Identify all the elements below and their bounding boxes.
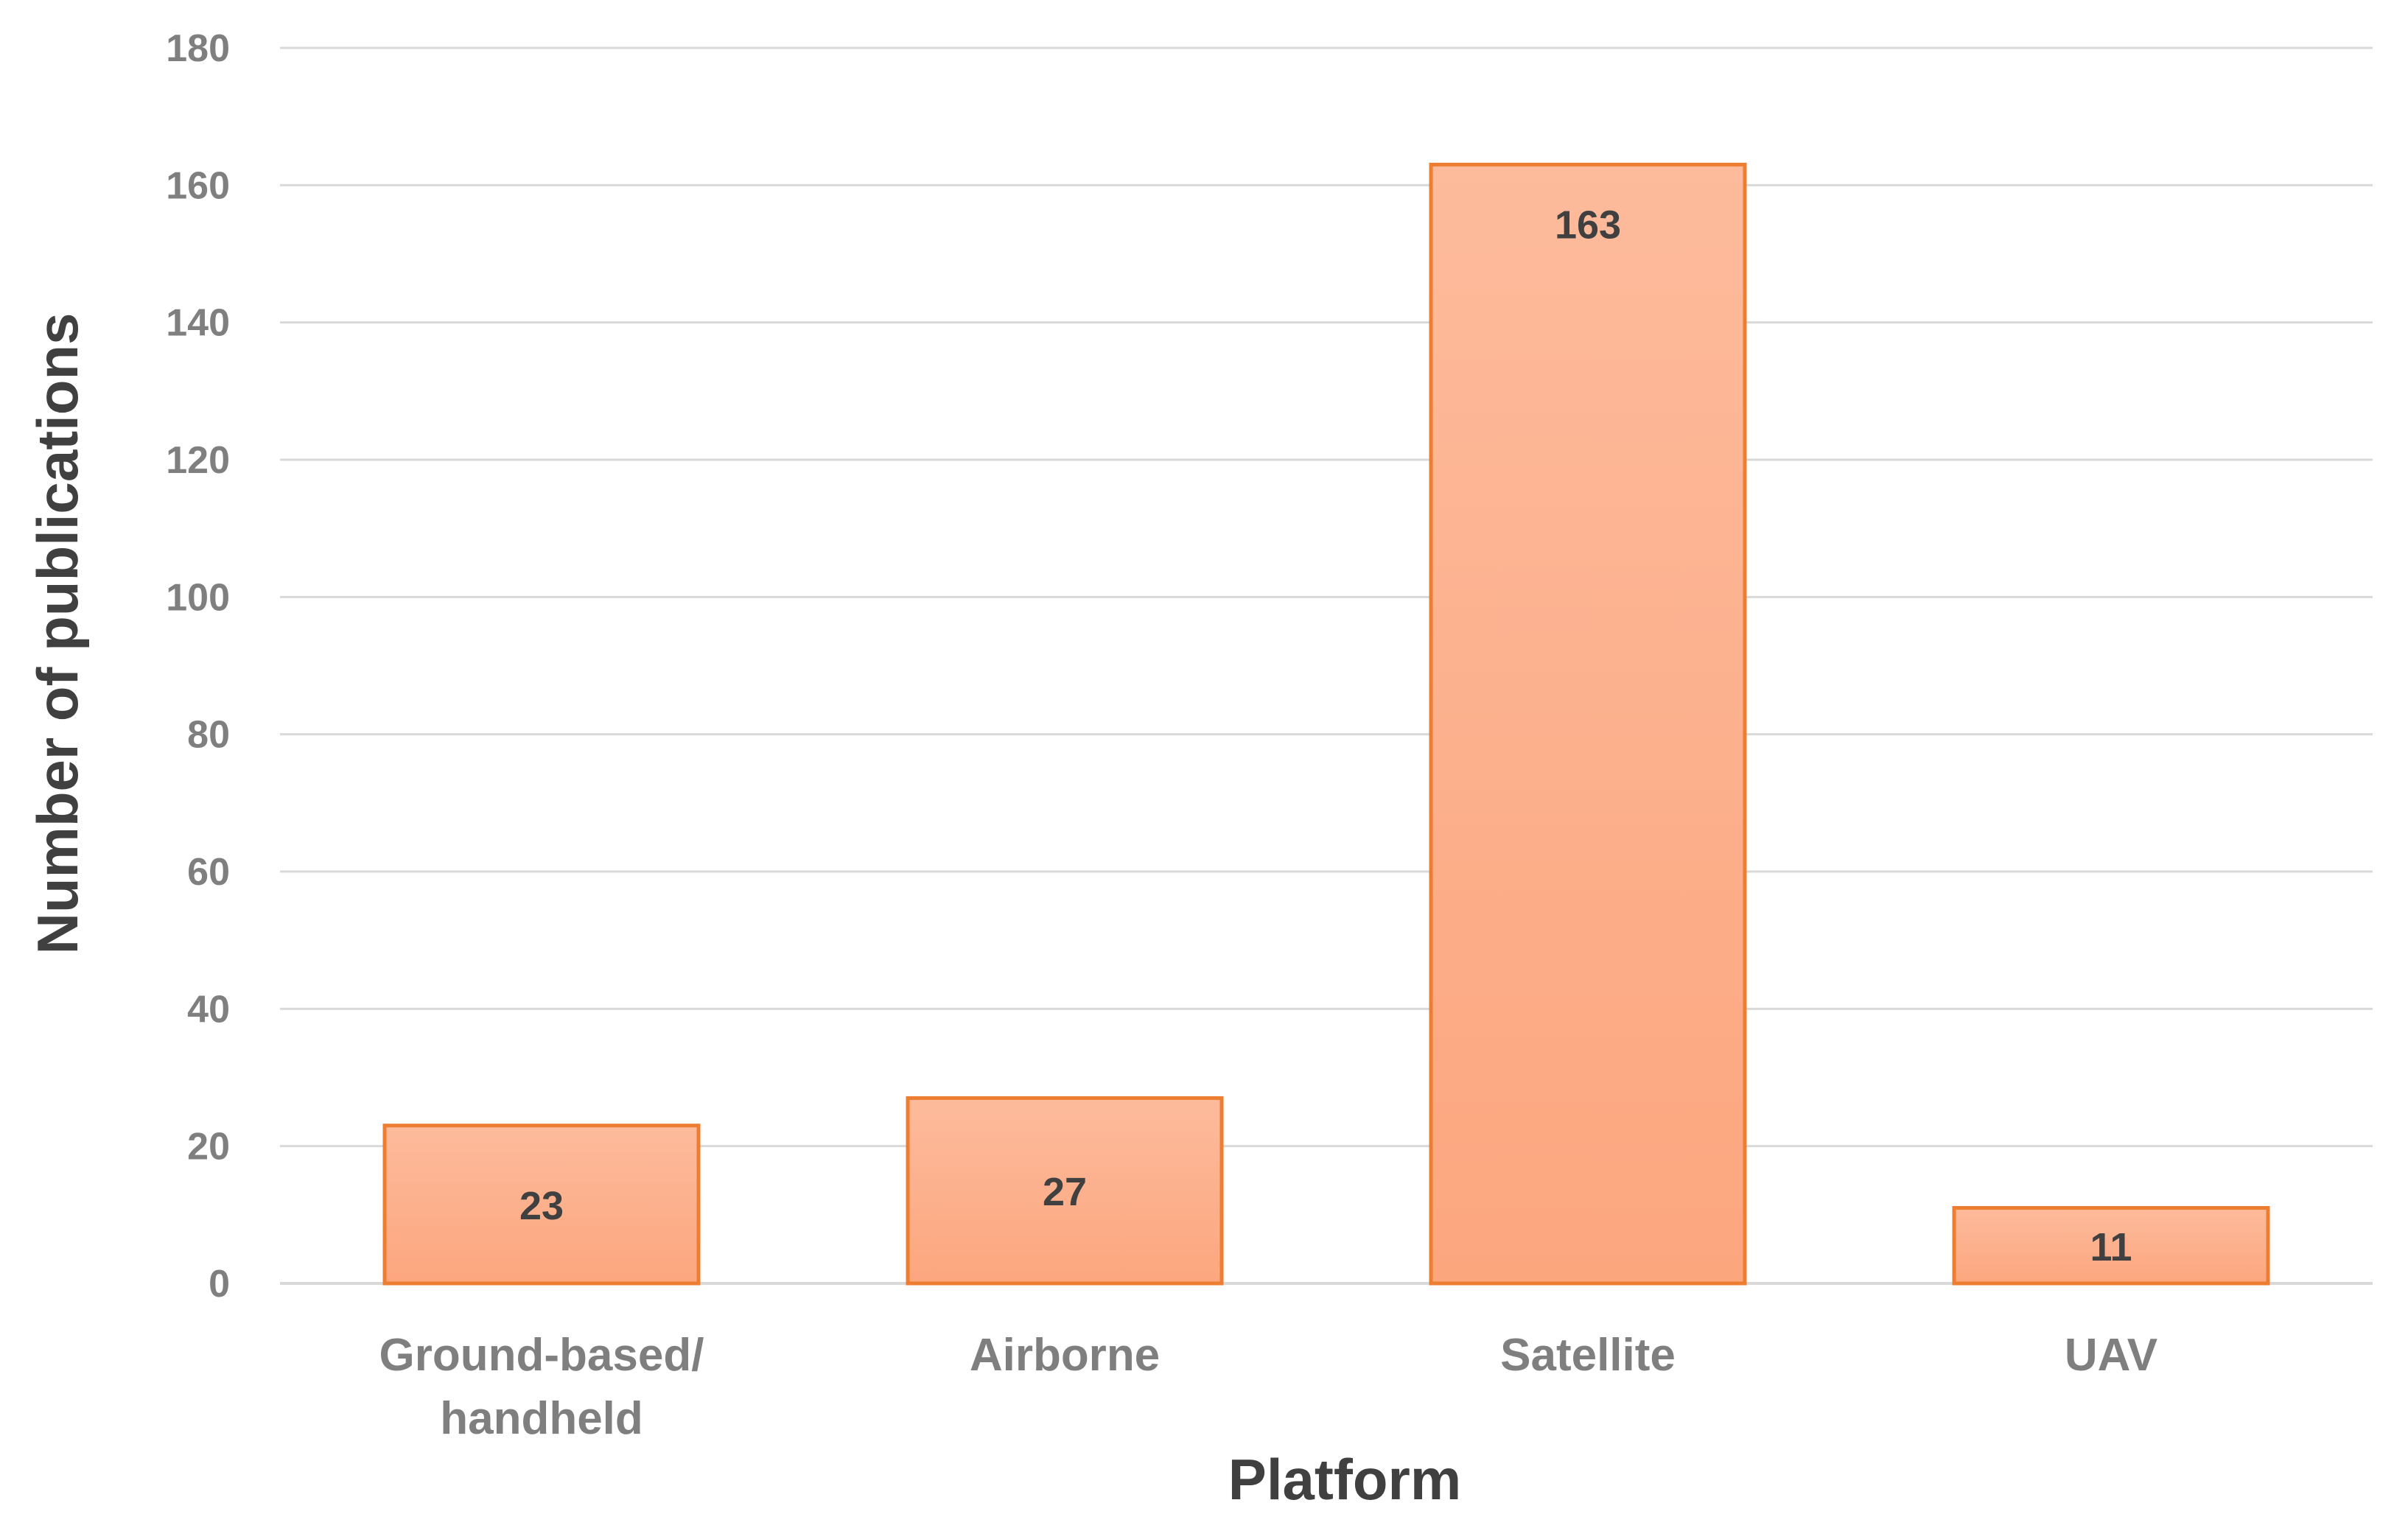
y-axis-ticks: 0 20 40 60 80 100 120 140 160 180	[166, 27, 230, 1306]
bar	[906, 1096, 1224, 1286]
y-tick-label: 180	[166, 27, 230, 70]
y-tick-label: 80	[187, 714, 230, 757]
bar	[1429, 162, 1747, 1286]
y-tick-label: 100	[166, 576, 230, 619]
x-tick-label: Airborne	[970, 1330, 1160, 1381]
data-label: 23	[519, 1184, 564, 1228]
bar	[382, 1124, 701, 1286]
bar	[1952, 1206, 2270, 1286]
y-axis-title: Number of publications	[25, 312, 90, 954]
data-label: 163	[1555, 203, 1621, 247]
x-axis-title: Platform	[1228, 1447, 1461, 1512]
data-labels: 23 27 163 11	[519, 203, 2132, 1269]
y-tick-label: 60	[187, 851, 230, 894]
x-tick-label: Satellite	[1500, 1330, 1676, 1381]
gridlines	[280, 46, 2373, 1285]
x-tick-label: UAV	[2065, 1330, 2157, 1381]
y-tick-label: 40	[187, 988, 230, 1031]
y-tick-label: 140	[166, 302, 230, 345]
x-tick-label: Ground-based/handheld	[379, 1330, 704, 1444]
y-tick-label: 0	[209, 1263, 230, 1306]
y-tick-label: 160	[166, 164, 230, 207]
data-label: 27	[1043, 1170, 1087, 1214]
y-tick-label: 20	[187, 1126, 230, 1168]
y-tick-label: 120	[166, 439, 230, 482]
bars	[382, 162, 2270, 1286]
x-axis-ticks: Ground-based/handheld Airborne Satellite UA…	[379, 1330, 2158, 1444]
data-label: 11	[2090, 1225, 2132, 1269]
